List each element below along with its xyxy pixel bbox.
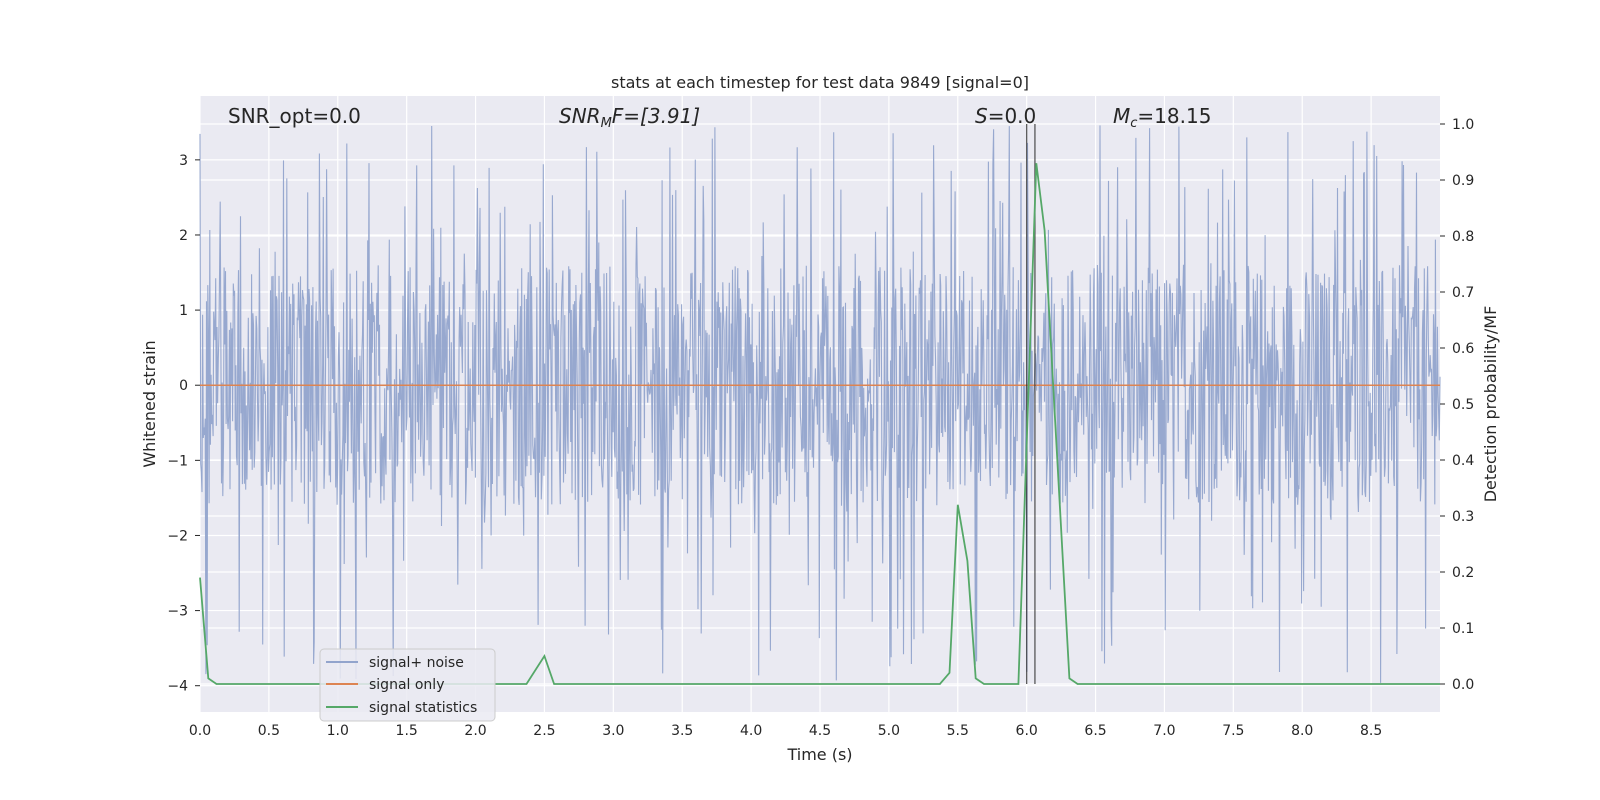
x-ticks: 0.0 0.5 1.0 1.5 2.0 2.5 3.0 3.5 4.0 4.5 5.0 5.5 6.0 6… bbox=[189, 723, 1382, 739]
s-rest: =0.0 bbox=[988, 104, 1037, 128]
y-tick-label: 0 bbox=[179, 378, 188, 394]
y2-tick-label: 0.6 bbox=[1452, 341, 1474, 357]
annotation-snr-opt: SNR_opt=0.0 bbox=[228, 104, 361, 128]
mc-rest: =18.15 bbox=[1137, 104, 1211, 128]
y2-tick-label: 0.0 bbox=[1452, 677, 1474, 693]
legend-label-signal-noise: signal+ noise bbox=[369, 655, 464, 671]
y-tick-label: −2 bbox=[167, 528, 188, 544]
y2-tick-label: 0.9 bbox=[1452, 173, 1474, 189]
y2-tick-label: 0.8 bbox=[1452, 229, 1474, 245]
x-tick-label: 0.0 bbox=[189, 723, 211, 739]
x-tick-label: 7.5 bbox=[1222, 723, 1244, 739]
annotation-s: S=0.0 bbox=[975, 104, 1036, 128]
x-tick-label: 3.5 bbox=[671, 723, 693, 739]
chart-title: stats at each timestep for test data 984… bbox=[611, 73, 1029, 92]
y2-tick-label: 0.4 bbox=[1452, 453, 1474, 469]
x-tick-label: 8.0 bbox=[1291, 723, 1313, 739]
x-tick-label: 0.5 bbox=[258, 723, 280, 739]
y2-axis-label: Detection probability/MF bbox=[1481, 306, 1500, 503]
y2-tick-label: 0.3 bbox=[1452, 509, 1474, 525]
legend-box bbox=[319, 648, 496, 722]
s-main: S bbox=[975, 104, 988, 128]
x-tick-label: 3.0 bbox=[602, 723, 624, 739]
noise-trace bbox=[199, 125, 1441, 683]
x-tick-label: 4.5 bbox=[809, 723, 831, 739]
legend-label-signal-statistics: signal statistics bbox=[369, 700, 477, 716]
x-tick-label: 5.0 bbox=[878, 723, 900, 739]
y2-tick-label: 0.1 bbox=[1452, 621, 1474, 637]
mc-main: M bbox=[1113, 104, 1130, 128]
y2-tick-label: 0.5 bbox=[1452, 397, 1474, 413]
y-ticks: 3 2 1 0 −1 −2 −3 −4 bbox=[167, 153, 200, 695]
x-tick-label: 4.0 bbox=[740, 723, 762, 739]
x-tick-label: 5.5 bbox=[947, 723, 969, 739]
legend: signal+ noise signal only signal statist… bbox=[319, 648, 496, 722]
snr-mf-rest: F=[3.91] bbox=[612, 104, 700, 128]
annotation-mc: Mc=18.15 bbox=[1113, 104, 1211, 131]
y2-tick-label: 1.0 bbox=[1452, 117, 1474, 133]
y-tick-label: −4 bbox=[167, 679, 188, 695]
x-tick-label: 1.5 bbox=[396, 723, 418, 739]
y-tick-label: 2 bbox=[179, 228, 188, 244]
y2-ticks: 1.0 0.9 0.8 0.7 0.6 0.5 0.4 0.3 0.2 0.1 0.0 bbox=[1440, 117, 1474, 693]
snr-mf-sub: M bbox=[601, 116, 612, 131]
y-axis-label: Whitened strain bbox=[140, 340, 159, 467]
x-tick-label: 8.5 bbox=[1360, 723, 1382, 739]
mc-sub: c bbox=[1130, 116, 1137, 131]
x-tick-label: 1.0 bbox=[327, 723, 349, 739]
y-tick-label: −3 bbox=[167, 604, 188, 620]
annotation-snr-mf: SNRMF=[3.91] bbox=[559, 104, 700, 131]
y-tick-label: −1 bbox=[167, 453, 188, 469]
y2-tick-label: 0.7 bbox=[1452, 285, 1474, 301]
y2-tick-label: 0.2 bbox=[1452, 565, 1474, 581]
x-tick-label: 2.0 bbox=[464, 723, 486, 739]
y-tick-label: 3 bbox=[179, 153, 188, 169]
x-axis-label: Time (s) bbox=[786, 745, 852, 764]
legend-label-signal-only: signal only bbox=[369, 677, 444, 693]
x-tick-label: 6.0 bbox=[1016, 723, 1038, 739]
snr-mf-main: SNR bbox=[559, 104, 601, 128]
series-signal-noise bbox=[199, 125, 1441, 683]
x-tick-label: 7.0 bbox=[1153, 723, 1175, 739]
x-tick-label: 6.5 bbox=[1084, 723, 1106, 739]
y-tick-label: 1 bbox=[179, 303, 188, 319]
x-tick-label: 2.5 bbox=[533, 723, 555, 739]
